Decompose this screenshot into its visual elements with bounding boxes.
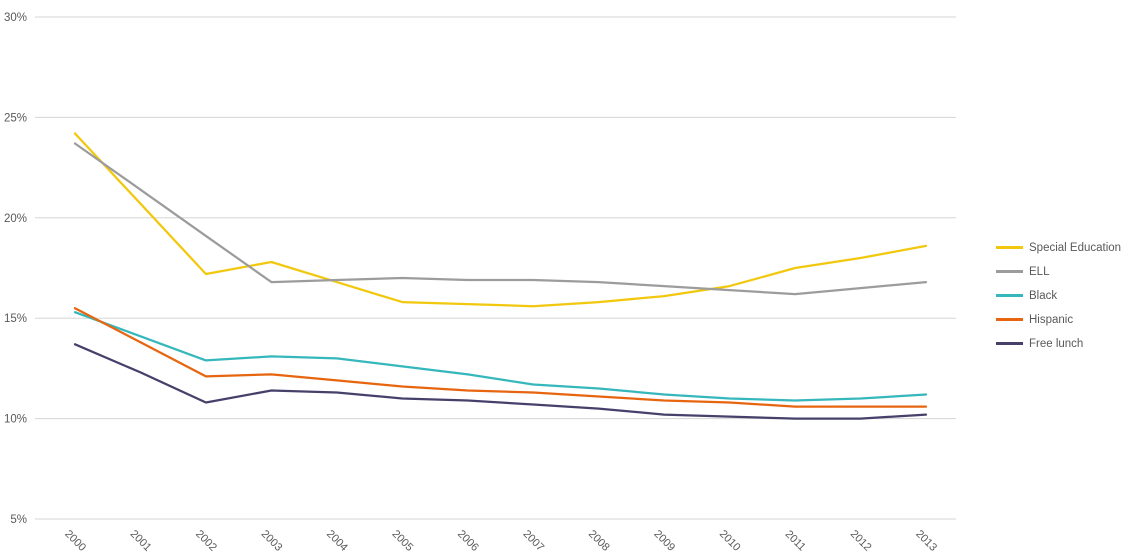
y-axis-label: 25% <box>4 112 27 124</box>
legend-swatch-icon <box>996 318 1023 321</box>
x-axis-label: 2000 <box>62 528 88 554</box>
x-axis-label: 2005 <box>390 528 416 554</box>
series-line-hispanic[interactable] <box>73 307 928 408</box>
x-axis-label: 2012 <box>848 528 874 554</box>
legend-label: Free lunch <box>1029 337 1084 350</box>
legend: Special Education ELL Black Hispanic Free lu… <box>996 240 1121 360</box>
series-line-free-lunch[interactable] <box>73 343 928 420</box>
series-line-black[interactable] <box>73 311 928 402</box>
y-axis-label: 10% <box>4 414 27 426</box>
x-axis-label: 2011 <box>783 528 808 553</box>
x-axis-label: 2010 <box>717 528 743 554</box>
y-axis-label: 20% <box>4 213 27 225</box>
x-axis-label: 2006 <box>455 528 481 554</box>
legend-item-black[interactable]: Black <box>996 288 1121 303</box>
x-axis-label: 2009 <box>651 528 677 554</box>
x-axis-label: 2002 <box>193 528 219 554</box>
legend-label: Hispanic <box>1029 313 1074 326</box>
legend-label: ELL <box>1029 265 1050 278</box>
legend-item-ell[interactable]: ELL <box>996 264 1121 279</box>
legend-label: Special Education <box>1029 241 1122 254</box>
legend-swatch-icon <box>996 270 1023 273</box>
x-axis-label: 2004 <box>324 528 350 554</box>
y-axis-label: 15% <box>4 313 27 325</box>
y-axis-label: 5% <box>10 514 27 526</box>
x-axis-label: 2003 <box>259 528 285 554</box>
legend-swatch-icon <box>996 294 1023 297</box>
legend-item-free-lunch[interactable]: Free lunch <box>996 336 1121 351</box>
x-axis-label: 2007 <box>520 528 546 554</box>
x-axis-label: 2001 <box>128 528 154 554</box>
x-axis-label: 2013 <box>913 528 939 554</box>
legend-item-hispanic[interactable]: Hispanic <box>996 312 1121 327</box>
series-line-special-education[interactable] <box>73 132 928 308</box>
legend-item-special-education[interactable]: Special Education <box>996 240 1121 255</box>
series-line-ell[interactable] <box>73 142 928 296</box>
y-axis-label: 30% <box>4 12 27 24</box>
x-axis-label: 2008 <box>586 528 612 554</box>
legend-swatch-icon <box>996 342 1023 345</box>
legend-label: Black <box>1029 289 1058 302</box>
legend-swatch-icon <box>996 246 1023 249</box>
